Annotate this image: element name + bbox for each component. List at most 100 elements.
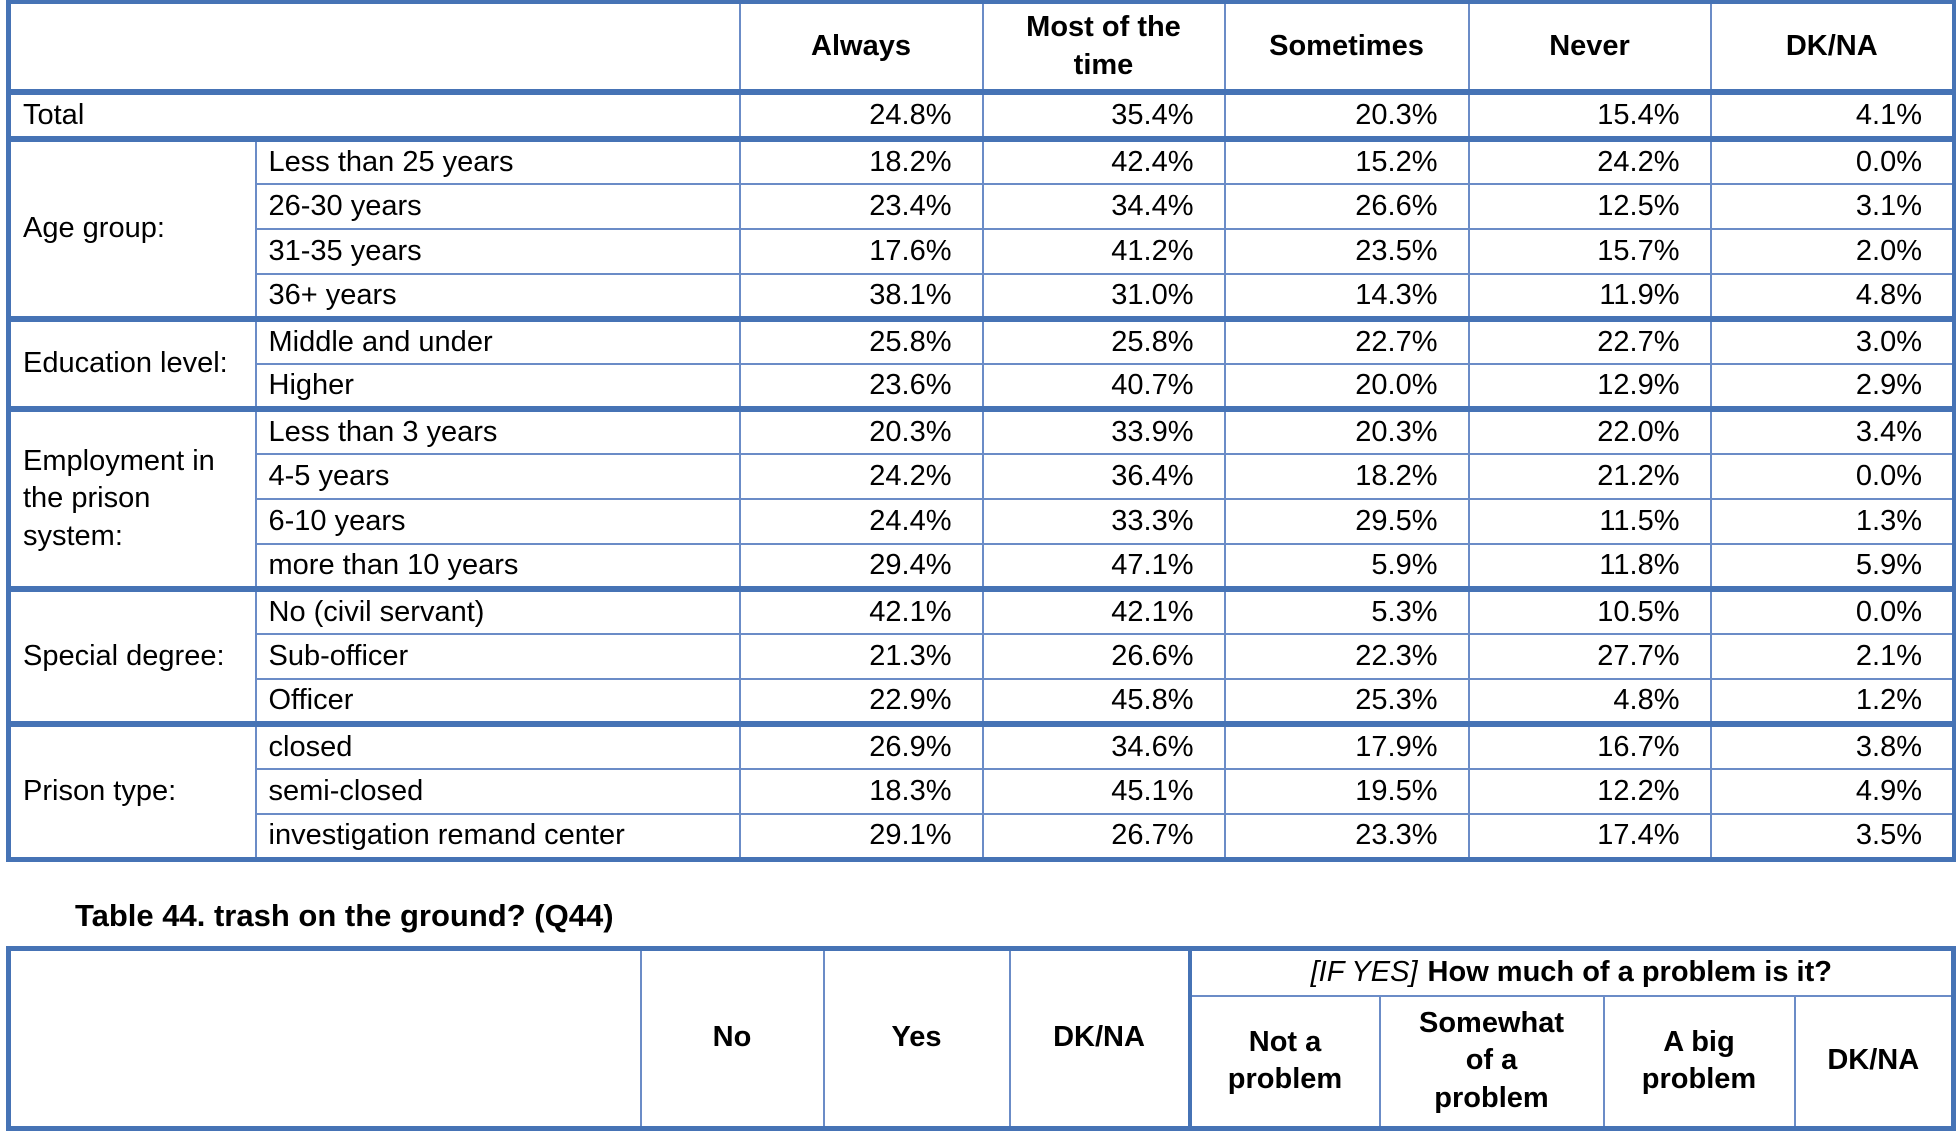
category-label: 31-35 years xyxy=(254,228,741,275)
value-cell: 23.6% xyxy=(738,363,984,410)
value-cell: 29.1% xyxy=(738,813,984,860)
value-cell: 12.5% xyxy=(1467,183,1712,230)
value-cell: 4.1% xyxy=(1709,89,1956,140)
empty-header-cell xyxy=(7,1,741,93)
q44-header-row-sub: Not a problem Somewhat of a problem A bi… xyxy=(9,995,1955,1129)
value-cell: 17.9% xyxy=(1223,721,1470,770)
value-cell: 33.9% xyxy=(981,406,1226,455)
empty-header-cell xyxy=(7,947,642,1129)
group-label-age: Age group: xyxy=(7,136,257,320)
table-row: investigation remand center 29.1% 26.7% … xyxy=(9,813,1956,860)
table-row: more than 10 years 29.4% 47.1% 5.9% 11.8… xyxy=(9,543,1956,590)
column-header-yes: Yes xyxy=(822,947,1011,1129)
value-cell: 5.9% xyxy=(1709,543,1956,590)
value-cell: 31.0% xyxy=(981,273,1226,320)
table-row: 26-30 years 23.4% 34.4% 26.6% 12.5% 3.1% xyxy=(9,183,1956,230)
value-cell: 29.5% xyxy=(1223,498,1470,545)
category-label: Higher xyxy=(254,363,741,410)
value-cell: 26.7% xyxy=(981,813,1226,860)
q44-header-row-top: No Yes DK/NA [IF YES] How much of a probl… xyxy=(7,947,1955,1129)
value-cell: 24.2% xyxy=(1467,136,1712,185)
value-cell: 22.7% xyxy=(1223,316,1470,365)
value-cell: 22.9% xyxy=(738,678,984,725)
value-cell: 19.5% xyxy=(1223,768,1470,815)
category-label: 4-5 years xyxy=(254,453,741,500)
value-cell: 11.9% xyxy=(1467,273,1712,320)
value-cell: 3.4% xyxy=(1709,406,1956,455)
table-row: 36+ years 38.1% 31.0% 14.3% 11.9% 4.8% xyxy=(9,273,1956,320)
table-row: Employment in the prison system: Less th… xyxy=(7,406,1956,590)
total-label: Total xyxy=(7,89,741,140)
value-cell: 18.3% xyxy=(738,768,984,815)
value-cell: 17.4% xyxy=(1467,813,1712,860)
if-yes-question: How much of a problem is it? xyxy=(1427,955,1832,988)
table-row: Education level: Middle and under 25.8% … xyxy=(7,316,1956,410)
subcolumn-header-not-a-problem: Not a problem xyxy=(1187,995,1381,1129)
category-label: investigation remand center xyxy=(254,813,741,860)
category-label: No (civil servant) xyxy=(254,586,741,635)
category-label: 36+ years xyxy=(254,273,741,320)
group-label-prison-type: Prison type: xyxy=(7,721,257,860)
table-row: 31-35 years 17.6% 41.2% 23.5% 15.7% 2.0% xyxy=(9,228,1956,275)
table-row: Officer 22.9% 45.8% 25.3% 4.8% 1.2% xyxy=(9,678,1956,725)
value-cell: 18.2% xyxy=(738,136,984,185)
value-cell: 12.9% xyxy=(1467,363,1712,410)
category-label: Less than 3 years xyxy=(254,406,741,455)
category-label: Middle and under xyxy=(254,316,741,365)
value-cell: 23.3% xyxy=(1223,813,1470,860)
value-cell: 25.8% xyxy=(981,316,1226,365)
if-yes-spanning-header: [IF YES] How much of a problem is it? xyxy=(1187,947,1955,997)
column-header-no: No xyxy=(639,947,825,1129)
value-cell: 15.4% xyxy=(1467,89,1712,140)
value-cell: 22.7% xyxy=(1467,316,1712,365)
value-cell: 41.2% xyxy=(981,228,1226,275)
value-cell: 1.3% xyxy=(1709,498,1956,545)
value-cell: 38.1% xyxy=(738,273,984,320)
category-label: 26-30 years xyxy=(254,183,741,230)
category-label: more than 10 years xyxy=(254,543,741,590)
value-cell: 10.5% xyxy=(1467,586,1712,635)
value-cell: 42.4% xyxy=(981,136,1226,185)
subcolumn-header-a-big-problem: A big problem xyxy=(1602,995,1796,1129)
table-header-row: Always Most of the time Sometimes Never … xyxy=(7,1,1956,93)
value-cell: 11.5% xyxy=(1467,498,1712,545)
value-cell: 3.5% xyxy=(1709,813,1956,860)
value-cell: 11.8% xyxy=(1467,543,1712,590)
value-cell: 20.3% xyxy=(738,406,984,455)
category-label: Less than 25 years xyxy=(254,136,741,185)
value-cell: 29.4% xyxy=(738,543,984,590)
column-header-never: Never xyxy=(1467,1,1712,93)
table-row: Age group: Less than 25 years 18.2% 42.4… xyxy=(7,136,1956,320)
category-label: Sub-officer xyxy=(254,633,741,680)
column-header-dkna: DK/NA xyxy=(1709,1,1956,93)
value-cell: 4.8% xyxy=(1467,678,1712,725)
value-cell: 2.0% xyxy=(1709,228,1956,275)
value-cell: 26.6% xyxy=(1223,183,1470,230)
value-cell: 22.3% xyxy=(1223,633,1470,680)
value-cell: 1.2% xyxy=(1709,678,1956,725)
value-cell: 2.9% xyxy=(1709,363,1956,410)
category-label: 6-10 years xyxy=(254,498,741,545)
value-cell: 34.4% xyxy=(981,183,1226,230)
table-row: Prison type: closed 26.9% 34.6% 17.9% 16… xyxy=(7,721,1956,860)
value-cell: 20.3% xyxy=(1223,89,1470,140)
value-cell: 4.9% xyxy=(1709,768,1956,815)
value-cell: 0.0% xyxy=(1709,453,1956,500)
value-cell: 21.2% xyxy=(1467,453,1712,500)
column-header-dkna: DK/NA xyxy=(1008,947,1191,1129)
value-cell: 34.6% xyxy=(981,721,1226,770)
value-cell: 14.3% xyxy=(1223,273,1470,320)
value-cell: 25.3% xyxy=(1223,678,1470,725)
value-cell: 26.6% xyxy=(981,633,1226,680)
table-row: Special degree: No (civil servant) 42.1%… xyxy=(7,586,1956,725)
value-cell: 25.8% xyxy=(738,316,984,365)
value-cell: 40.7% xyxy=(981,363,1226,410)
q44-table: No Yes DK/NA [IF YES] How much of a probl… xyxy=(6,945,1956,1131)
value-cell: 23.5% xyxy=(1223,228,1470,275)
if-yes-prefix: [IF YES] xyxy=(1310,955,1418,988)
value-cell: 20.3% xyxy=(1223,406,1470,455)
value-cell: 2.1% xyxy=(1709,633,1956,680)
value-cell: 42.1% xyxy=(981,586,1226,635)
column-header-always: Always xyxy=(738,1,984,93)
value-cell: 24.4% xyxy=(738,498,984,545)
